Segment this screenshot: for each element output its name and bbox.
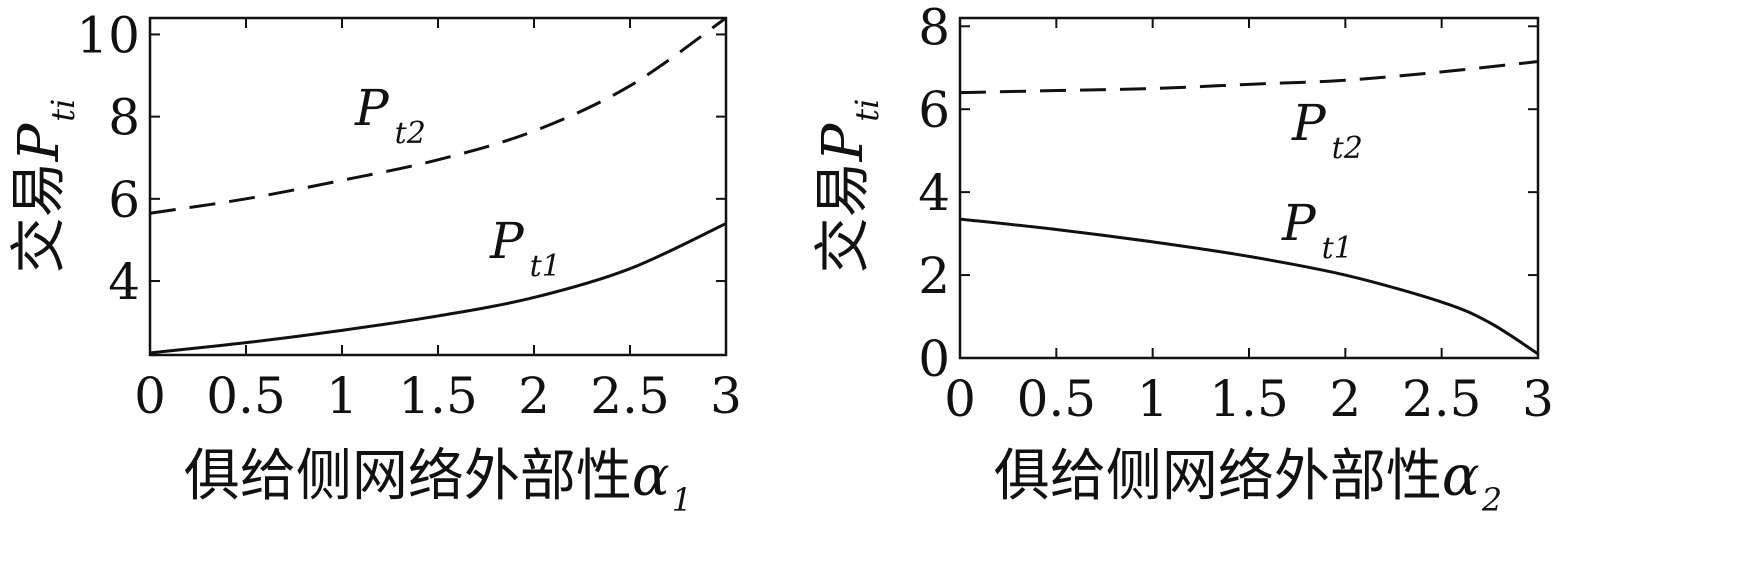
y-tick-label-left: 10 [76,6,140,64]
plot-frame-left [148,16,728,357]
x-tick-label-right: 1.5 [1209,370,1289,428]
x-tick-label-right: 1 [1137,370,1169,428]
y-tick-label-left: 6 [108,171,140,229]
x-tick-label-right: 2 [1329,370,1361,428]
y-axis-title-left: 交易Pti [7,99,82,274]
y-tick-label-left: 4 [108,253,140,311]
x-tick-label-left: 0.5 [206,367,286,425]
series-group-left [149,16,727,355]
y-tick-label-left: 8 [108,89,140,147]
series-group-right [959,60,1539,356]
y-tick-label-right: 2 [918,247,950,305]
x-tick-label-right: 2.5 [1402,370,1482,428]
x-tick-label-right: 0 [944,370,976,428]
x-tick-label-right: 3 [1522,370,1554,428]
x-tick-label-right: 0.5 [1017,370,1097,428]
x-axis-title-left: 俱给侧网络外部性α1 [184,444,692,519]
y-tick-label-right: 6 [918,81,950,139]
y-tick-label-right: 0 [918,330,950,388]
x-tick-label-left: 2.5 [590,367,670,425]
x-tick-label-left: 3 [710,367,742,425]
x-tick-label-left: 1.5 [398,367,478,425]
y-tick-label-right: 4 [918,164,950,222]
series-line-pt1-right [959,217,1539,356]
y-axis-title-right: 交易Pti [811,99,886,274]
x-tick-label-left: 1 [326,367,358,425]
plot-frame-right [958,16,1540,360]
series-line-pt1-left [149,222,727,355]
tick-group-right: 0 0.5 1 1.5 2 2.5 3 0 2 4 6 8 [918,0,1554,428]
tick-group-left: 0 0.5 1 1.5 2 2.5 3 4 6 8 10 [76,6,742,425]
x-tick-label-left: 2 [518,367,550,425]
y-tick-label-right: 8 [918,0,950,56]
x-axis-title-right: 俱给侧网络外部性α2 [994,444,1502,519]
series-line-pt2-left [149,16,727,215]
series-line-pt2-right [959,60,1539,95]
x-tick-label-left: 0 [134,367,166,425]
